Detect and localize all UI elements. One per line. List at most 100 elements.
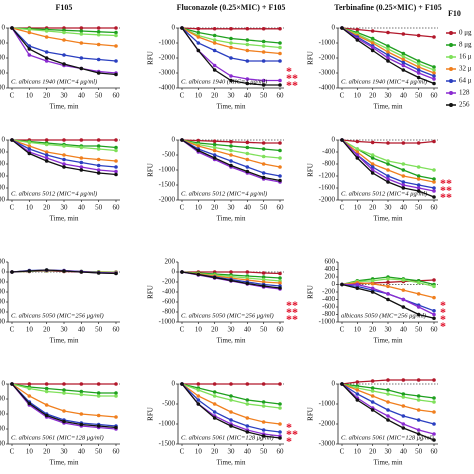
y-tick-label: -1000 (0, 318, 5, 326)
significance-star: ** (440, 183, 452, 197)
strain-annotation: C. albicans 5061 (MIC=128 μg/ml) (341, 434, 434, 441)
y-tick-label: -1600 (319, 184, 336, 192)
x-axis-label: Time, min (374, 103, 403, 111)
data-point (386, 30, 390, 35)
x-tick-label: 10 (354, 204, 362, 212)
data-point (196, 272, 201, 277)
data-point (261, 39, 266, 44)
data-point (212, 139, 217, 143)
data-point (44, 138, 49, 142)
x-tick-label: C (180, 326, 185, 334)
data-point (355, 392, 360, 396)
data-point (416, 189, 421, 193)
data-point (114, 148, 118, 153)
x-axis-label: Time, min (217, 215, 246, 223)
y-tick-label: -500 (0, 395, 5, 403)
data-point (401, 174, 406, 178)
data-point (96, 138, 101, 142)
data-point (212, 156, 217, 160)
data-point (245, 382, 250, 386)
significance-star: * (286, 64, 292, 78)
x-axis-label: Time, min (217, 103, 246, 111)
x-tick-label: 40 (78, 448, 86, 456)
data-point (278, 178, 282, 183)
data-point (62, 157, 66, 162)
significance-star: * (440, 319, 446, 333)
data-point (401, 51, 406, 56)
data-point (44, 150, 49, 154)
data-point (416, 183, 421, 187)
data-point (340, 382, 344, 386)
y-tick-label: 0 (172, 136, 176, 144)
data-point (212, 142, 217, 147)
y-tick-label: -1000 (319, 400, 336, 408)
x-tick-label: 60 (277, 448, 285, 456)
y-axis-label: RFU (147, 285, 155, 299)
data-point (62, 165, 66, 169)
legend-label: 32 μ (459, 65, 472, 73)
x-axis-label: Time, min (374, 337, 403, 345)
data-point (432, 396, 436, 400)
data-point (196, 144, 201, 148)
y-tick-label: -4000 (319, 84, 336, 92)
data-point (245, 59, 250, 63)
panel: 0-500-1000-1500-2000RFUC102030405060Time… (0, 380, 120, 467)
column-title: Terbinafine (0.25×MIC) + F105 (334, 3, 441, 12)
data-point (432, 177, 436, 181)
data-point (261, 44, 266, 48)
data-point (212, 416, 217, 420)
data-point (261, 400, 266, 404)
x-tick-label: 20 (43, 448, 51, 456)
data-point (278, 51, 282, 56)
data-point (245, 145, 250, 150)
data-point (261, 277, 266, 282)
x-tick-label: 20 (369, 326, 377, 334)
data-point (401, 404, 406, 408)
x-tick-label: 60 (277, 204, 285, 212)
y-tick-label: -500 (162, 400, 175, 408)
data-point (386, 297, 390, 302)
x-tick-label: 30 (385, 448, 393, 456)
data-point (62, 388, 66, 392)
data-point (245, 398, 250, 402)
legend-label: 0 μg (459, 29, 472, 37)
data-point (278, 26, 282, 31)
data-point (370, 389, 375, 393)
data-point (196, 394, 201, 398)
y-tick-label: -600 (322, 303, 335, 311)
data-point (212, 145, 217, 150)
data-point (212, 68, 217, 72)
data-point (370, 165, 375, 169)
data-point (355, 282, 360, 287)
data-point (96, 171, 101, 175)
data-point (212, 410, 217, 414)
data-point (386, 418, 390, 422)
data-point (62, 38, 66, 42)
data-point (261, 83, 266, 87)
data-point (386, 159, 390, 163)
data-point (370, 140, 375, 145)
x-tick-label: 50 (95, 92, 103, 100)
y-tick-label: -3000 (319, 69, 336, 77)
data-point (355, 27, 360, 32)
data-point (370, 45, 375, 50)
data-point (261, 420, 266, 424)
data-point (432, 278, 436, 282)
data-point (401, 141, 406, 145)
data-point (212, 26, 217, 31)
data-point (196, 382, 201, 386)
y-tick-label: 0 (332, 380, 336, 388)
data-point (261, 171, 266, 175)
y-tick-label: -600 (0, 298, 5, 306)
data-point (278, 45, 282, 50)
data-point (355, 398, 360, 402)
data-point (401, 378, 406, 382)
data-point (229, 410, 233, 414)
y-tick-label: 200 (325, 273, 336, 281)
data-point (416, 394, 421, 398)
data-point (229, 153, 233, 157)
data-point (44, 268, 49, 272)
data-point (79, 26, 84, 30)
data-point (386, 388, 390, 392)
data-point (79, 160, 84, 165)
